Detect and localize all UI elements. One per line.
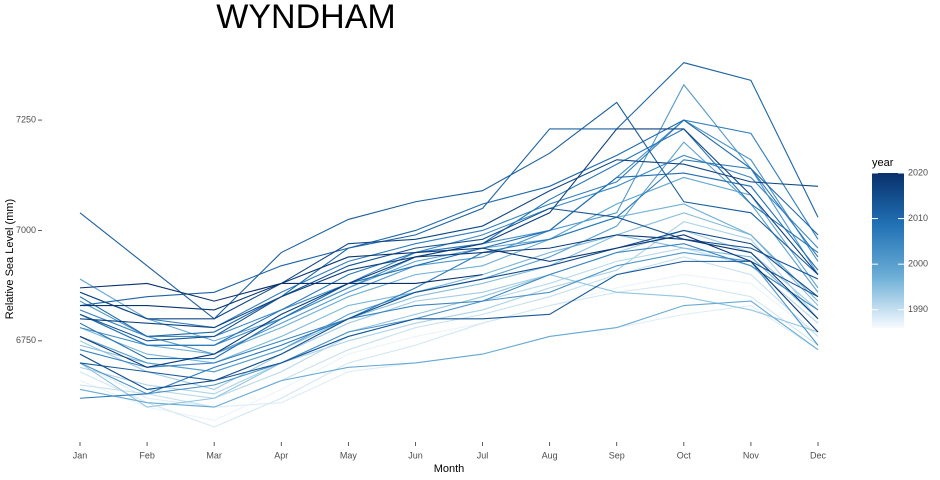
y-tick-label: 7000 [16,225,36,235]
x-tick-label: Jan [73,450,88,460]
x-tick-label: Dec [810,450,827,460]
series-line [79,282,819,428]
series-line [79,119,819,337]
x-tick-label: Apr [274,450,288,460]
series-line [79,229,819,390]
series-line [79,159,819,320]
x-axis-label: Month [434,463,465,475]
series-line [79,274,483,302]
series-line [79,83,819,355]
colorbar-tick-label: 2020 [908,167,928,177]
series-line [79,119,819,329]
series-line [79,234,819,368]
series-line [79,128,819,346]
series-line [79,274,819,421]
series-line [80,234,819,333]
series-line [79,251,819,395]
series-line [79,154,819,337]
series-line [79,256,819,408]
y-tick-label: 6750 [16,335,36,345]
y-tick-label: 7250 [16,114,36,124]
x-tick-label: May [340,450,358,460]
x-tick-label: Aug [542,450,558,460]
colorbar [872,173,904,328]
series-line [79,300,819,408]
series-line [79,172,819,360]
chart-title: WYNDHAM [216,0,395,36]
x-tick-label: Feb [139,450,155,460]
x-tick-label: Sep [609,450,625,460]
series-line [79,207,819,342]
series-line [79,221,819,395]
colorbar-tick-label: 2010 [908,213,928,223]
x-tick-label: Mar [206,450,222,460]
series-line [79,260,819,382]
series-line [79,243,819,368]
x-tick-label: Jul [477,450,489,460]
colorbar-tick-label: 1990 [908,304,928,314]
x-tick-label: Oct [677,450,692,460]
colorbar-tick-label: 2000 [908,259,928,269]
x-tick-label: Jun [408,450,423,460]
series-line [79,62,819,307]
colorbar-title: year [872,157,894,169]
series-line [79,101,819,320]
series-line [79,234,819,364]
y-axis-label: Relative Sea Level (mm) [4,199,16,319]
series-line [79,159,819,399]
series-line [79,274,819,408]
x-tick-label: Nov [743,450,760,460]
